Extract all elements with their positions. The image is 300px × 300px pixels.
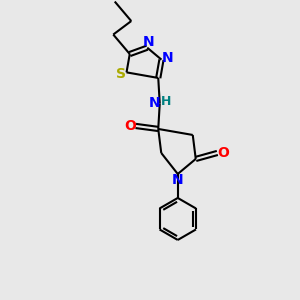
Text: O: O (217, 146, 229, 160)
Text: O: O (124, 119, 136, 133)
Text: N: N (172, 173, 184, 187)
Text: N: N (143, 35, 154, 49)
Text: H: H (161, 95, 172, 109)
Text: N: N (149, 97, 161, 110)
Text: N: N (162, 51, 173, 65)
Text: S: S (116, 67, 125, 81)
